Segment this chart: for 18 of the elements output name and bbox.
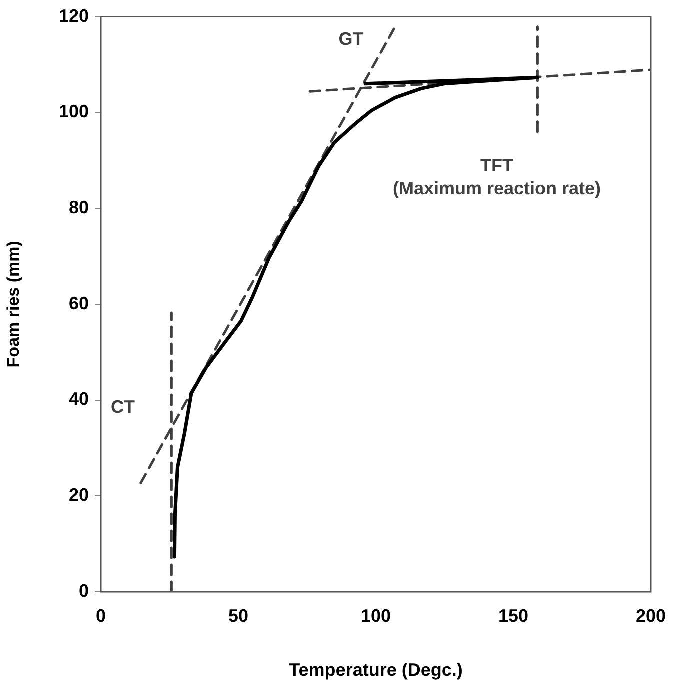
y-tick-label: 100 [58, 102, 89, 122]
y-tick-label: 0 [78, 580, 89, 601]
y-tick-label: 20 [68, 485, 89, 506]
x-axis-title: Temperature (Degc.) [289, 660, 463, 680]
annotation: CT [111, 396, 135, 417]
annotation: (Maximum reaction rate) [392, 178, 602, 198]
y-axis-title: Foam ries (mm) [4, 241, 23, 368]
x-tick-label: 200 [636, 606, 666, 626]
y-tick-label: 120 [58, 6, 89, 26]
annotation: GT [338, 28, 364, 49]
y-tick-label: 40 [68, 389, 89, 410]
x-tick-label: 50 [228, 606, 249, 626]
y-tick-label: 60 [68, 293, 89, 314]
x-tick-label: 0 [96, 606, 106, 626]
annotation: TFT [480, 155, 514, 176]
x-tick-label: 150 [498, 606, 529, 626]
x-tick-label: 100 [360, 606, 392, 626]
y-tick-label: 80 [68, 198, 89, 218]
